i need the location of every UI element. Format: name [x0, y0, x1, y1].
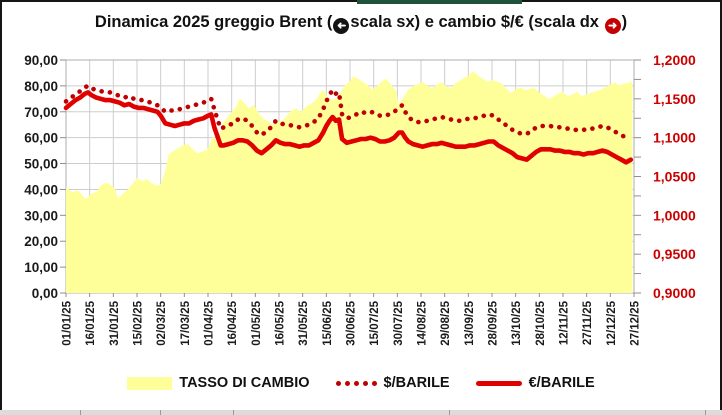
svg-text:16/01/25: 16/01/25 [85, 300, 97, 345]
svg-text:80,00: 80,00 [24, 79, 58, 94]
legend-item-tasso-di-cambio: TASSO DI CAMBIO [127, 375, 310, 391]
svg-text:0,00: 0,00 [32, 286, 58, 301]
svg-text:15/06/25: 15/06/25 [322, 300, 334, 345]
legend-label: €/BARILE [528, 375, 595, 391]
svg-text:50,00: 50,00 [24, 157, 58, 172]
svg-text:16/05/25: 16/05/25 [275, 300, 287, 345]
svg-text:1,0000: 1,0000 [653, 207, 696, 223]
chart-legend: TASSO DI CAMBIO $/BARILE €/BARILE [2, 375, 720, 391]
svg-text:15/02/25: 15/02/25 [133, 300, 145, 345]
svg-text:01/04/25: 01/04/25 [204, 300, 216, 345]
svg-text:16/04/25: 16/04/25 [227, 300, 239, 345]
window-edge-artifact [357, 0, 522, 4]
svg-text:12/12/25: 12/12/25 [606, 300, 618, 345]
svg-text:01/01/25: 01/01/25 [62, 300, 74, 345]
solid-line-swatch-icon [475, 380, 522, 386]
circular-arrow-right-icon: ➜ [604, 18, 621, 34]
svg-text:15/07/25: 15/07/25 [369, 300, 381, 345]
svg-text:17/03/25: 17/03/25 [180, 300, 192, 345]
svg-text:27/11/25: 27/11/25 [582, 300, 594, 345]
svg-text:0,9500: 0,9500 [653, 246, 696, 262]
svg-text:14/08/25: 14/08/25 [417, 300, 429, 345]
title-text-middle: scala sx) e cambio $/€ (scala dx [350, 13, 604, 31]
svg-text:13/10/25: 13/10/25 [511, 300, 523, 345]
circular-arrow-left-icon: ➜ [333, 18, 350, 34]
legend-item-euro-barile: €/BARILE [475, 375, 595, 391]
svg-text:30/06/25: 30/06/25 [346, 300, 358, 345]
svg-text:29/08/25: 29/08/25 [440, 300, 452, 345]
legend-label: $/BARILE [383, 375, 450, 391]
svg-text:02/03/25: 02/03/25 [156, 300, 168, 345]
area-swatch-icon [127, 376, 173, 390]
svg-text:0,9000: 0,9000 [653, 285, 696, 301]
svg-text:20,00: 20,00 [24, 234, 58, 249]
svg-text:30/07/25: 30/07/25 [393, 300, 405, 345]
svg-text:90,00: 90,00 [24, 53, 58, 68]
svg-text:10,00: 10,00 [24, 260, 58, 275]
legend-item-dollari-barile: $/BARILE [335, 375, 450, 391]
svg-text:31/01/25: 31/01/25 [109, 300, 121, 345]
window-bottom-edge [0, 410, 722, 415]
title-text-right: ) [621, 13, 628, 31]
svg-text:1,1000: 1,1000 [653, 130, 696, 146]
dotted-line-swatch-icon [335, 380, 377, 386]
svg-text:1,0500: 1,0500 [653, 169, 696, 185]
svg-text:70,00: 70,00 [24, 105, 58, 120]
title-text-left: Dinamica 2025 greggio Brent ( [94, 13, 333, 31]
legend-label: TASSO DI CAMBIO [179, 375, 310, 391]
svg-text:40,00: 40,00 [24, 182, 58, 197]
svg-text:1,1500: 1,1500 [653, 91, 696, 107]
chart-title: Dinamica 2025 greggio Brent (➜ scala sx) … [2, 13, 720, 34]
svg-text:27/12/25: 27/12/25 [630, 300, 642, 345]
svg-text:30,00: 30,00 [24, 208, 58, 223]
svg-text:13/09/25: 13/09/25 [464, 300, 476, 345]
svg-text:01/05/25: 01/05/25 [251, 300, 263, 345]
svg-text:28/09/25: 28/09/25 [488, 300, 500, 345]
svg-text:60,00: 60,00 [24, 131, 58, 146]
svg-text:12/11/25: 12/11/25 [559, 300, 571, 345]
svg-text:31/05/25: 31/05/25 [298, 300, 310, 345]
svg-text:28/10/25: 28/10/25 [535, 300, 547, 345]
svg-text:1,2000: 1,2000 [653, 52, 696, 68]
